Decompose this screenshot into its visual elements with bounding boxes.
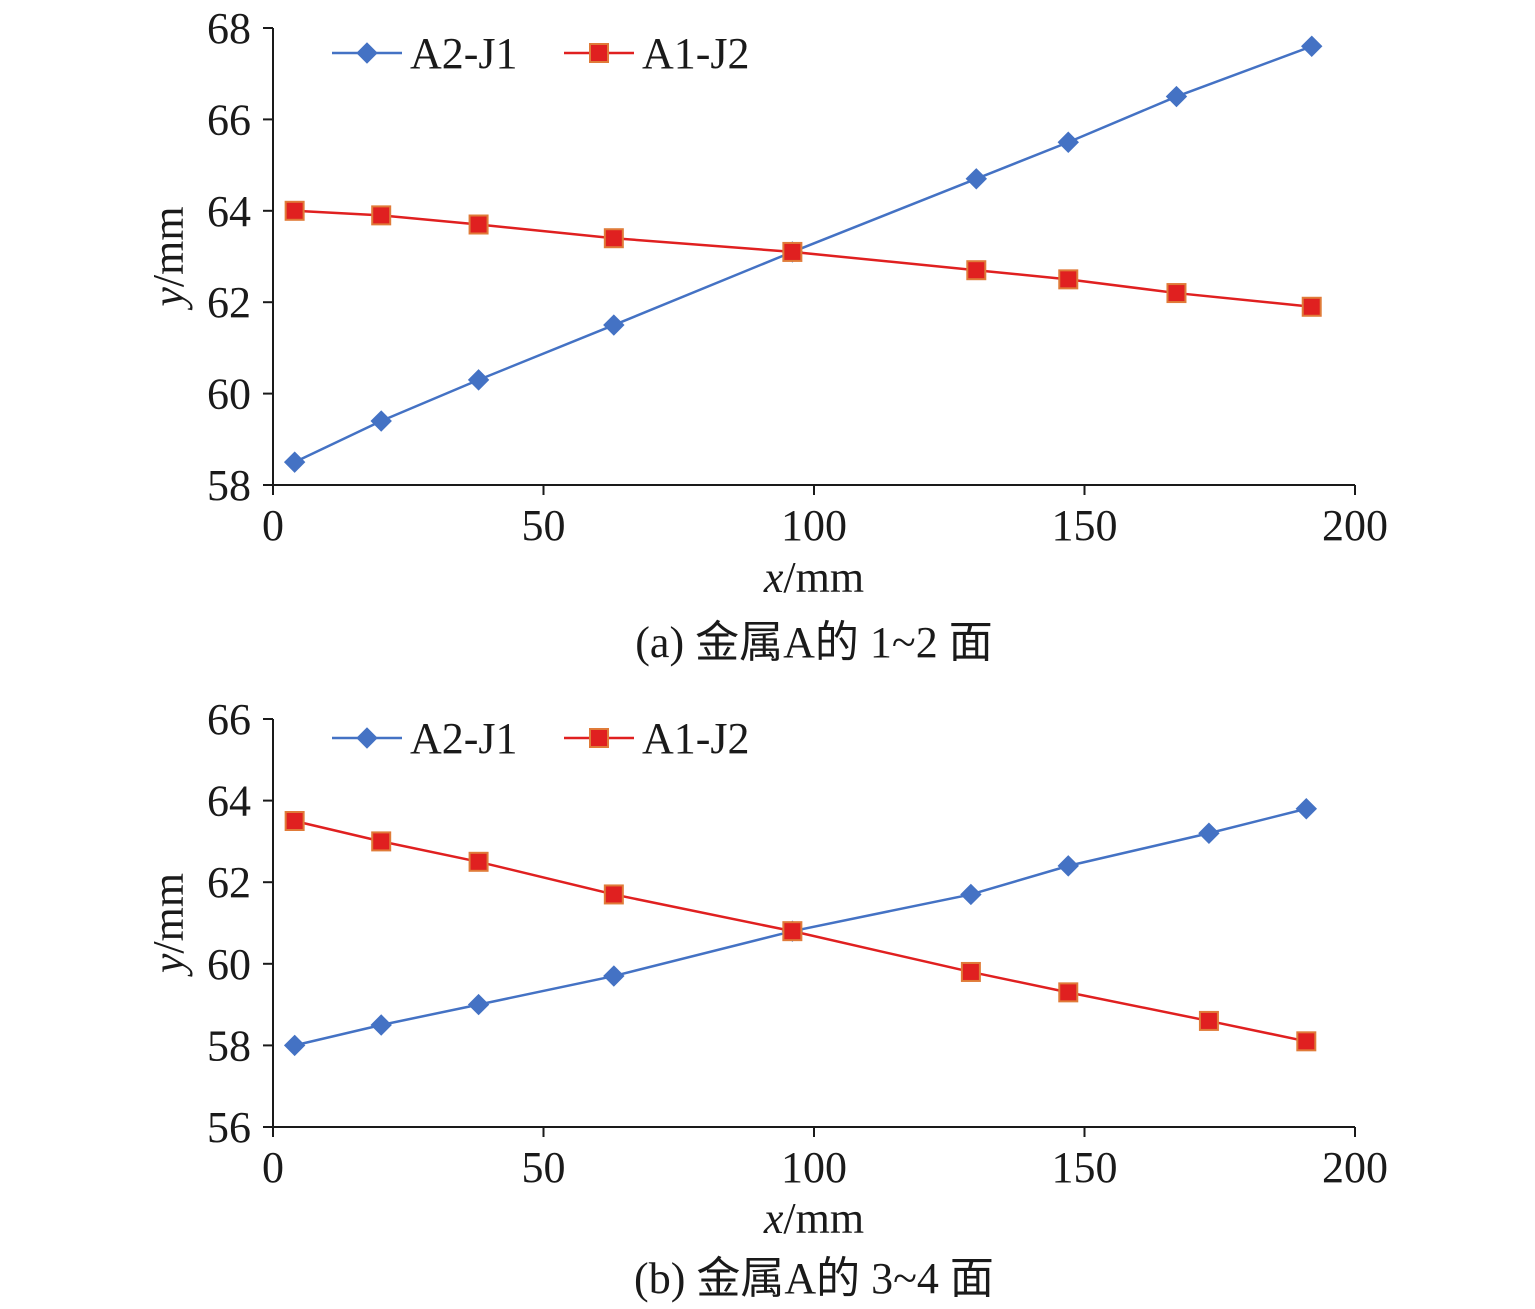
y-axis-title: y/mm (144, 873, 193, 977)
data-point (284, 811, 305, 831)
data-point (1057, 855, 1079, 877)
data-point (960, 883, 982, 906)
x-axis-title: x/mm (763, 553, 864, 602)
x-axis-variable: x (763, 553, 784, 602)
legend-label: A2-J1 (410, 29, 518, 78)
x-tick-label: 150 (1052, 501, 1118, 550)
chart-caption: (a) 金属A的 1~2 面 (635, 618, 992, 667)
data-point (966, 260, 987, 281)
y-tick-label: 64 (207, 777, 251, 826)
y-axis-title: y/mm (144, 206, 193, 310)
series-a1-j2 (284, 811, 1317, 1052)
series-a1-j2 (284, 200, 1322, 317)
x-tick-label: 150 (1052, 1143, 1118, 1192)
data-point (370, 1014, 392, 1036)
legend-marker (356, 727, 378, 749)
data-point (1166, 283, 1187, 304)
data-point (468, 214, 489, 235)
x-tick-label: 100 (781, 501, 847, 550)
data-point (283, 451, 306, 473)
data-point (782, 241, 803, 262)
legend-label: A1-J2 (642, 714, 750, 763)
series-line (294, 209, 1312, 309)
x-tick-label: 0 (262, 1143, 284, 1192)
y-tick-label: 68 (207, 4, 251, 53)
data-point (960, 961, 981, 982)
y-axis-unit: /mm (144, 206, 193, 287)
x-tick-label: 0 (262, 501, 284, 550)
data-point (468, 851, 489, 872)
legend-marker (589, 728, 609, 748)
y-tick-label: 66 (207, 695, 251, 744)
y-axis-variable: y (144, 287, 193, 311)
y-tick-label: 58 (207, 1021, 251, 1070)
x-tick-label: 50 (522, 1143, 566, 1192)
y-tick-label: 56 (207, 1103, 251, 1152)
data-point (1058, 269, 1079, 290)
x-axis-title: x/mm (763, 1194, 864, 1243)
data-point (603, 314, 625, 336)
data-point (1058, 982, 1079, 1003)
y-tick-label: 60 (207, 370, 251, 419)
data-point (284, 200, 305, 221)
legend-entry: A1-J2 (564, 29, 750, 78)
x-axis-unit: /mm (783, 1194, 864, 1243)
x-axis-unit: /mm (783, 553, 864, 602)
data-point (371, 205, 392, 226)
y-tick-label: 62 (207, 278, 251, 327)
y-tick-label: 60 (207, 940, 251, 989)
data-point (283, 1034, 306, 1057)
data-point (782, 921, 803, 942)
y-axis-unit: /mm (144, 873, 193, 954)
legend-entry: A2-J1 (332, 29, 518, 78)
x-tick-label: 50 (522, 501, 566, 550)
x-tick-label: 100 (781, 1143, 847, 1192)
data-point (1296, 1031, 1317, 1052)
legend-label: A1-J2 (642, 29, 750, 78)
x-tick-label: 200 (1322, 1143, 1388, 1192)
data-point (467, 993, 490, 1016)
data-point (965, 168, 988, 190)
legend-marker (589, 43, 609, 63)
y-axis-variable: y (144, 953, 193, 977)
legend-entry: A2-J1 (332, 714, 518, 763)
y-tick-label: 58 (207, 461, 251, 510)
data-point (1198, 822, 1220, 844)
y-tick-label: 64 (207, 187, 251, 236)
data-point (603, 965, 625, 987)
chart-caption: (b) 金属A的 3~4 面 (634, 1254, 994, 1303)
data-point (1295, 798, 1318, 820)
data-point (603, 884, 624, 905)
data-point (1165, 85, 1188, 108)
x-tick-label: 200 (1322, 501, 1388, 550)
x-axis-variable: x (763, 1194, 784, 1243)
y-tick-label: 66 (207, 95, 251, 144)
y-tick-label: 62 (207, 858, 251, 907)
legend-label: A2-J1 (410, 714, 518, 763)
data-point (1198, 1010, 1219, 1031)
data-point (603, 228, 624, 249)
data-point (467, 369, 490, 391)
data-point (1301, 296, 1322, 317)
data-point (1057, 131, 1079, 153)
data-point (370, 410, 392, 432)
legend-marker (356, 42, 378, 64)
data-point (371, 831, 392, 852)
legend-entry: A1-J2 (564, 714, 750, 763)
data-point (1301, 35, 1323, 57)
